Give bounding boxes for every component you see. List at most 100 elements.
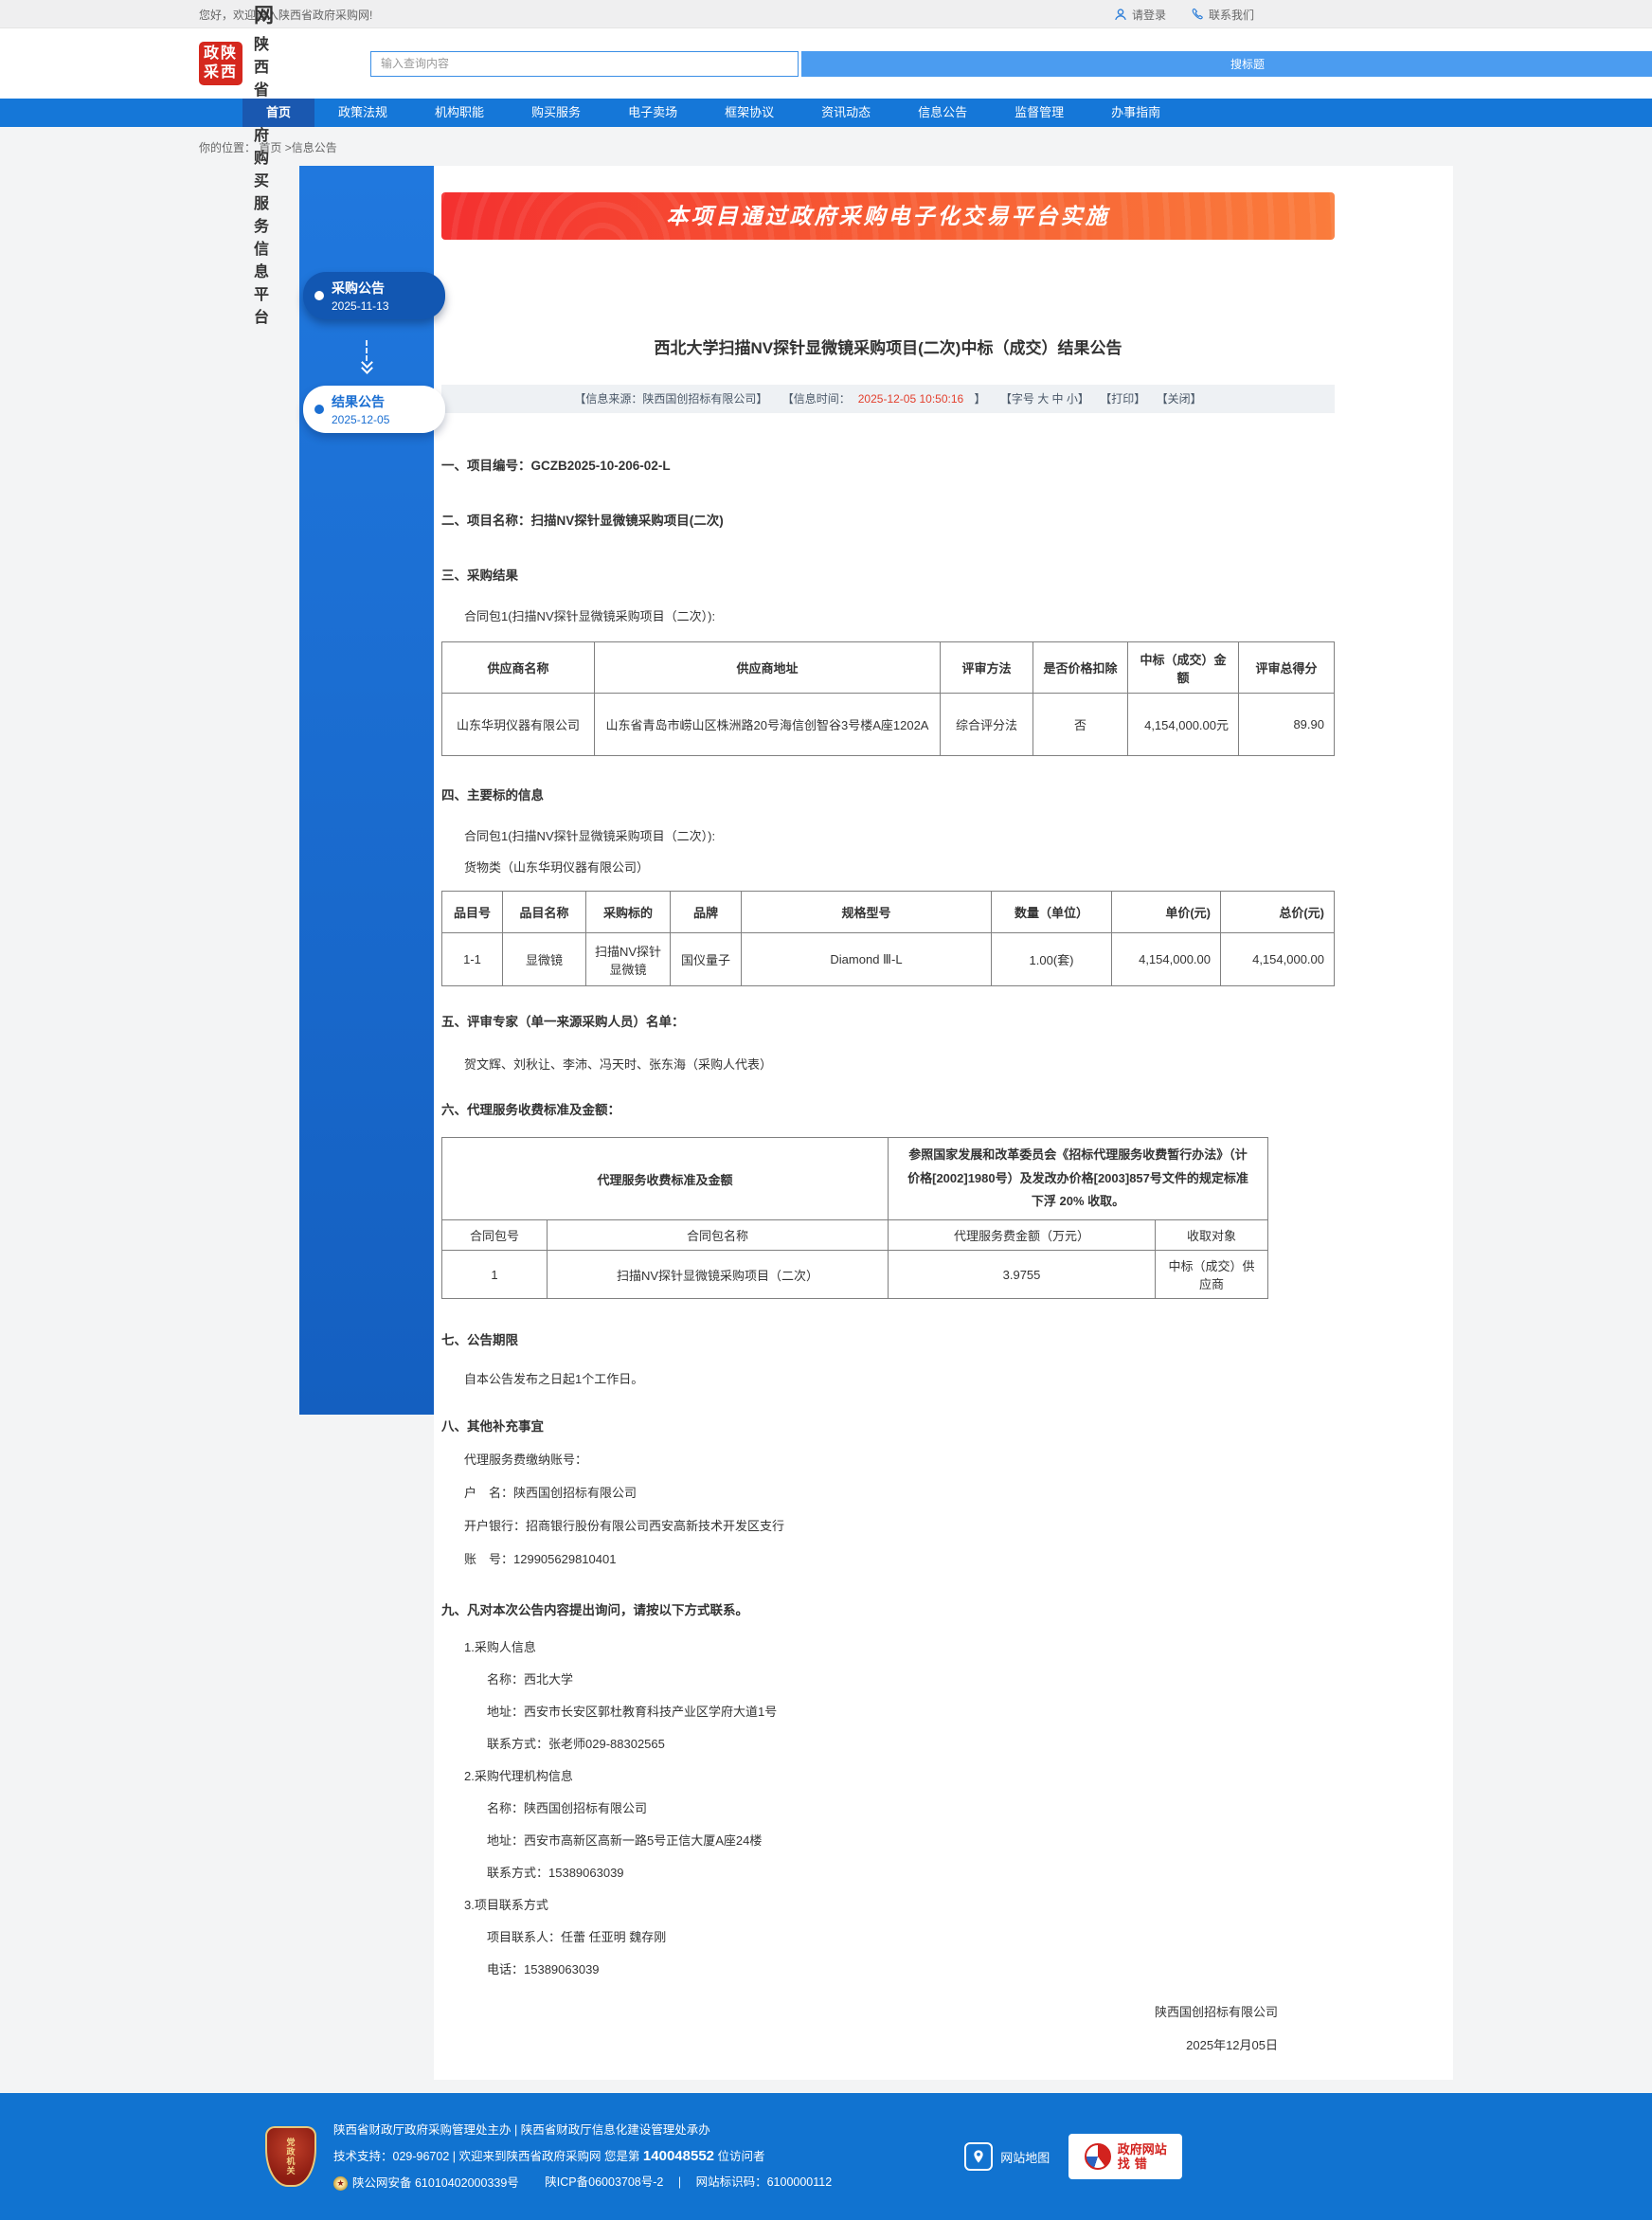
table-header-row: 合同包号 合同包名称 代理服务费金额（万元） 收取对象: [441, 1219, 1269, 1252]
table-row: 1 扫描NV探针显微镜采购项目（二次） 3.9755 中标（成交）供应商: [441, 1250, 1269, 1300]
contact-label: 联系我们: [1208, 8, 1254, 22]
print-button[interactable]: 【打印】: [1100, 392, 1146, 406]
article-content: 本项目通过政府采购电子化交易平台实施 西北大学扫描NV探针显微镜采购项目(二次)…: [434, 166, 1453, 2080]
agency-address: 地址：西安市高新区高新一路5号正信大厦A座24楼: [487, 1833, 763, 1849]
breadcrumb-current[interactable]: 信息公告: [291, 141, 337, 154]
party-government-shield-icon: 党政机关: [265, 2126, 316, 2187]
nav-item-guide[interactable]: 办事指南: [1111, 105, 1161, 119]
contact-link[interactable]: 联系我们: [1191, 7, 1254, 23]
cell-fee-amount: 3.9755: [888, 1250, 1157, 1300]
cell-review-score: 89.90: [1238, 693, 1335, 756]
gongan-beian-link[interactable]: ★ 陕公网安备 61010402000339号: [333, 2171, 519, 2196]
cell-package-no: 1: [441, 1250, 548, 1300]
fee-account-label: 代理服务费缴纳账号：: [464, 1453, 588, 1468]
cell-price-deduction: 否: [1032, 693, 1128, 756]
col-model: 规格型号: [741, 891, 992, 933]
main-area: 采购公告 2025-11-13 结果公告 2025-12-05 本项目通过政府采…: [199, 166, 1453, 2080]
table-header-row: 品目号 品目名称 采购标的 品牌 规格型号 数量（单位） 单价(元) 总价(元): [441, 891, 1335, 933]
police-badge-icon: ★: [333, 2175, 348, 2191]
col-package-no: 合同包号: [441, 1219, 548, 1252]
sitemap-link[interactable]: 网站地图: [964, 2142, 1050, 2171]
user-icon: [1115, 9, 1126, 21]
col-supplier-address: 供应商地址: [594, 641, 941, 694]
col-price-deduction: 是否价格扣除: [1032, 641, 1128, 694]
section-3-procurement-result: 三、采购结果: [441, 569, 518, 583]
icp-beian-link[interactable]: 陕ICP备06003708号-2: [545, 2175, 664, 2189]
nav-item-supervision[interactable]: 监督管理: [1015, 105, 1065, 119]
section-9-contact: 九、凡对本次公告内容提出询问，请按以下方式联系。: [441, 1603, 748, 1618]
signoff-date: 2025年12月05日: [1186, 2038, 1278, 2053]
site-title: 陕 西 省 政 府 采 购 网: [254, 4, 279, 27]
info-time: 【信息时间： 2025-12-05 10:50:16 】: [781, 392, 986, 406]
cell-quantity: 1.00(套): [991, 932, 1112, 986]
col-unit-price: 单价(元): [1111, 891, 1221, 933]
project-contact-person: 项目联系人：任蕾 任亚明 魏存刚: [487, 1930, 667, 1945]
timeline-sidebar: 采购公告 2025-11-13 结果公告 2025-12-05: [299, 166, 445, 1415]
purchaser-address: 地址：西安市长安区郭杜教育科技产业区学府大道1号: [487, 1705, 778, 1720]
etrading-platform-banner: 本项目通过政府采购电子化交易平台实施: [441, 192, 1335, 240]
footer-beian-line: ★ 陕公网安备 61010402000339号 陕ICP备06003708号-2 …: [333, 2170, 832, 2196]
footer-support-line: 技术支持：029-96702 | 欢迎来到陕西省政府采购网 您是第 140048…: [333, 2147, 765, 2164]
step-label: 结果公告: [332, 394, 385, 409]
package-line-2: 合同包1(扫描NV探针显微镜采购项目（二次）):: [464, 829, 716, 843]
nav-item-purchase-service[interactable]: 购买服务: [531, 105, 582, 119]
cell-fee-standard-text: 参照国家发展和改革委员会《招标代理服务收费暂行办法》（计价格[2002]1980…: [888, 1136, 1269, 1221]
col-brand: 品牌: [670, 891, 742, 933]
cell-total-price: 4,154,000.00: [1220, 932, 1335, 986]
section-2-project-name: 二、项目名称：扫描NV探针显微镜采购项目(二次): [441, 514, 724, 528]
nav-item-home[interactable]: 首页: [242, 99, 315, 127]
table-row: 1-1 显微镜 扫描NV探针显微镜 国仪量子 Diamond Ⅲ-L 1.00(…: [441, 932, 1335, 986]
site-logo[interactable]: 政陕 采西: [199, 42, 242, 85]
search-input[interactable]: [370, 50, 799, 77]
search-title-button[interactable]: 搜标题: [801, 50, 1652, 77]
login-label: 请登录: [1131, 8, 1166, 22]
login-link[interactable]: 请登录: [1114, 7, 1166, 23]
gov-site-error-report-badge[interactable]: 政府网站 找错: [1068, 2134, 1183, 2179]
account-number: 账 号：129905629810401: [464, 1552, 617, 1567]
step-date: 2025-12-05: [332, 413, 390, 426]
breadcrumb-home[interactable]: 首页: [259, 141, 282, 154]
table-merged-header-row: 代理服务收费标准及金额 参照国家发展和改革委员会《招标代理服务收费暂行办法》（计…: [440, 1136, 1269, 1221]
nav-item-framework[interactable]: 框架协议: [725, 105, 775, 119]
nav-item-emall[interactable]: 电子卖场: [628, 105, 678, 119]
step-dot-icon: [314, 291, 324, 300]
col-supplier-name: 供应商名称: [441, 641, 595, 694]
announcement-title: 西北大学扫描NV探针显微镜采购项目(二次)中标（成交）结果公告: [654, 339, 1122, 357]
visitor-count: 140048552: [642, 2147, 715, 2164]
col-review-method: 评审方法: [940, 641, 1033, 694]
section-1-project-number: 一、项目编号：GCZB2025-10-206-02-L: [441, 459, 671, 473]
col-fee-payer: 收取对象: [1155, 1219, 1269, 1252]
nav-item-policy[interactable]: 政策法规: [338, 105, 388, 119]
section-4-main-subject-info: 四、主要标的信息: [441, 788, 544, 803]
site-footer: 党政机关 陕西省财政厅政府采购管理处主办 | 陕西省财政厅信息化建设管理处承办 …: [0, 2093, 1652, 2220]
cell-fee-payer: 中标（成交）供应商: [1155, 1250, 1269, 1300]
cell-review-method: 综合评分法: [940, 693, 1033, 756]
nav-item-announcements[interactable]: 信息公告: [918, 105, 968, 119]
col-award-amount: 中标（成交）金额: [1127, 641, 1239, 694]
timeline-step-procurement-notice[interactable]: 采购公告 2025-11-13: [303, 272, 445, 319]
agency-info-title: 2.采购代理机构信息: [464, 1769, 573, 1784]
cell-fee-standard-label: 代理服务收费标准及金额: [440, 1136, 889, 1221]
timeline-step-result-notice[interactable]: 结果公告 2025-12-05: [303, 386, 445, 433]
footer-separator: |: [677, 2175, 682, 2189]
logo-text-2: 采西: [203, 64, 238, 81]
cell-brand: 国仪量子: [670, 932, 742, 986]
section-8-supplementary: 八、其他补充事宜: [441, 1419, 544, 1435]
col-quantity: 数量（单位）: [991, 891, 1112, 933]
table-header-row: 供应商名称 供应商地址 评审方法 是否价格扣除 中标（成交）金额 评审总得分: [441, 641, 1335, 694]
site-header: 政陕 采西 陕 西 省 政 府 采 购 网 陕西省政府购买服务信息平台 搜标题 …: [0, 5, 1652, 326]
info-source: 【信息来源：陕西国创招标有限公司】: [574, 392, 768, 406]
close-button[interactable]: 【关闭】: [1156, 392, 1202, 406]
nav-item-news[interactable]: 资讯动态: [821, 105, 871, 119]
timeline-arrow-icon: [299, 340, 434, 386]
font-size-control[interactable]: 【字号 大 中 小】: [999, 392, 1089, 406]
cell-package-name: 扫描NV探针显微镜采购项目（二次）: [546, 1250, 889, 1300]
cell-supplier-address: 山东省青岛市崂山区株洲路20号海信创智谷3号楼A座1202A: [594, 693, 941, 756]
account-name: 户 名：陕西国创招标有限公司: [464, 1486, 637, 1501]
phone-icon: [1192, 8, 1203, 20]
project-contact-phone: 电话：15389063039: [487, 1962, 600, 1977]
fee-table: 代理服务收费标准及金额 参照国家发展和改革委员会《招标代理服务收费暂行办法》（计…: [440, 1136, 1269, 1300]
location-pin-icon: [964, 2142, 994, 2171]
nav-item-functions[interactable]: 机构职能: [435, 105, 485, 119]
experts-list: 贺文辉、刘秋让、李沛、冯天时、张东海（采购人代表）: [464, 1057, 773, 1072]
